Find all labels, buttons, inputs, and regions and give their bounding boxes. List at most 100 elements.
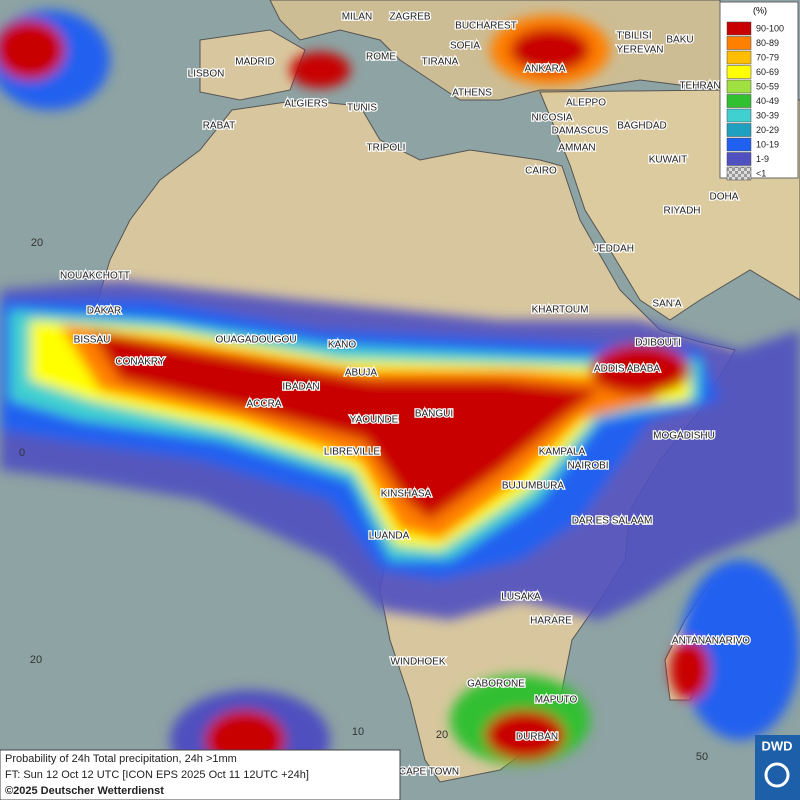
city-label: DOHA [710, 192, 739, 203]
city-label: DURBAN [516, 732, 558, 743]
city-label: DAR ES SALAAM [572, 516, 653, 527]
footer-box [0, 749, 401, 801]
legend-label: <1 [756, 168, 766, 178]
city-label: CONAKRY [115, 357, 165, 368]
city-label: YAOUNDE [350, 415, 399, 426]
grid-label: 20 [31, 237, 43, 249]
legend-label: 60-69 [756, 67, 779, 77]
footer-line: Probability of 24h Total precipitation, … [5, 753, 237, 765]
footer: Probability of 24h Total precipitation, … [0, 749, 401, 801]
city-label: BAGHDAD [617, 121, 666, 132]
legend-swatch [726, 123, 752, 137]
city-label: BANGUI [415, 409, 453, 420]
city-label: LISBON [188, 69, 225, 80]
legend-swatch [726, 50, 752, 65]
legend-items: 90-100 80-89 70-79 60-69 50-59 40-49 30-39 20-2… [726, 21, 784, 181]
legend-label: 10-19 [756, 139, 779, 149]
city-label: DAKAR [87, 306, 121, 317]
precipitation [0, 10, 800, 790]
city-label: NICOSIA [531, 113, 572, 124]
city-label: ADDIS ABABA [594, 364, 660, 375]
legend-title: (%) [753, 5, 767, 15]
logo-icon [764, 762, 790, 788]
city-label: KHARTOUM [532, 305, 589, 316]
city-label: TRIPOLI [367, 143, 406, 154]
legend-label: 40-49 [756, 96, 779, 106]
city-label: BAKU [666, 35, 693, 46]
legend-swatch [726, 36, 752, 50]
city-label: DJIBOUTI [635, 338, 681, 349]
city-label: YEREVAN [616, 45, 663, 56]
city-label: TEHRAN [679, 81, 720, 92]
logo: DWD [755, 735, 800, 800]
legend-swatch [726, 108, 752, 123]
city-label: LUSAKA [501, 592, 541, 603]
city-label: SOFIA [450, 41, 480, 52]
city-label: RABAT [203, 121, 236, 132]
legend-swatch [726, 166, 752, 181]
city-label: ZAGREB [389, 12, 430, 23]
labels: MILAN ZAGREB BUCHAREST T'BILISI BAKU SOFIA ROM… [19, 10, 752, 779]
grid-label: 0 [19, 447, 25, 459]
city-label: LUANDA [369, 531, 410, 542]
legend-label: 30-39 [756, 110, 779, 120]
city-label: KAMPALA [539, 447, 586, 458]
city-label: DAMASCUS [552, 126, 609, 137]
city-label: CAPE TOWN [399, 767, 459, 778]
legend-label: 80-89 [756, 38, 779, 48]
city-label: WINDHOEK [391, 657, 446, 668]
city-label: MAPUTO [535, 695, 578, 706]
city-label: RIYADH [663, 206, 700, 217]
legend-label: 90-100 [756, 23, 784, 33]
legend-label: 70-79 [756, 52, 779, 62]
city-label: LIBREVILLE [324, 447, 380, 458]
grid-label: 50 [696, 751, 708, 763]
logo-text: DWD [761, 738, 792, 753]
city-label: MILAN [342, 12, 373, 23]
footer-line: ©2025 Deutscher Wetterdienst [5, 785, 164, 797]
city-label: GABORONE [467, 679, 525, 690]
city-label: ACCRA [246, 399, 281, 410]
grid-label: 20 [30, 654, 42, 666]
city-label: KANO [328, 340, 357, 351]
city-label: TIRANA [422, 57, 459, 68]
city-label: HARARE [530, 616, 572, 627]
city-label: ATHENS [452, 88, 492, 99]
city-label: NAIROBI [567, 461, 608, 472]
legend-swatch [726, 152, 752, 166]
legend-swatch [726, 137, 752, 152]
city-label: ALEPPO [566, 98, 606, 109]
legend-label: 1-9 [756, 154, 769, 164]
footer-line: FT: Sun 12 Oct 12 UTC [ICON EPS 2025 Oct… [5, 769, 309, 781]
city-label: SAN'A [652, 299, 681, 310]
city-label: OUAGADOUGOU [215, 335, 296, 346]
legend-label: 20-29 [756, 125, 779, 135]
city-label: ABUJA [345, 368, 378, 379]
city-label: BUJUMBURA [502, 481, 565, 492]
city-label: AMMAN [558, 143, 595, 154]
city-label: NOUAKCHOTT [60, 271, 130, 282]
city-label: JEDDAH [594, 244, 634, 255]
city-label: IBADAN [282, 382, 319, 393]
legend-swatch [726, 65, 752, 79]
city-label: ANTANANARIVO [672, 636, 750, 647]
city-label: MADRID [235, 57, 274, 68]
city-label: MOGADISHU [653, 431, 715, 442]
legend-swatch [726, 79, 752, 94]
city-label: BISSAU [74, 335, 111, 346]
legend-swatch [726, 21, 752, 36]
grid-label: 20 [436, 729, 448, 741]
grid-label: 10 [352, 726, 364, 738]
city-label: ANKARA [524, 64, 565, 75]
city-label: ALGIERS [284, 99, 328, 110]
logo-box [755, 735, 800, 800]
legend: (%) 90-100 80-89 70-79 60-69 50-59 40-49 30-39… [719, 1, 799, 181]
city-label: KUWAIT [649, 155, 688, 166]
city-label: BUCHAREST [455, 21, 517, 32]
city-label: T'BILISI [616, 31, 651, 42]
city-label: ROME [366, 52, 396, 63]
city-label: CAIRO [525, 166, 557, 177]
city-label: KINSHASA [381, 489, 432, 500]
